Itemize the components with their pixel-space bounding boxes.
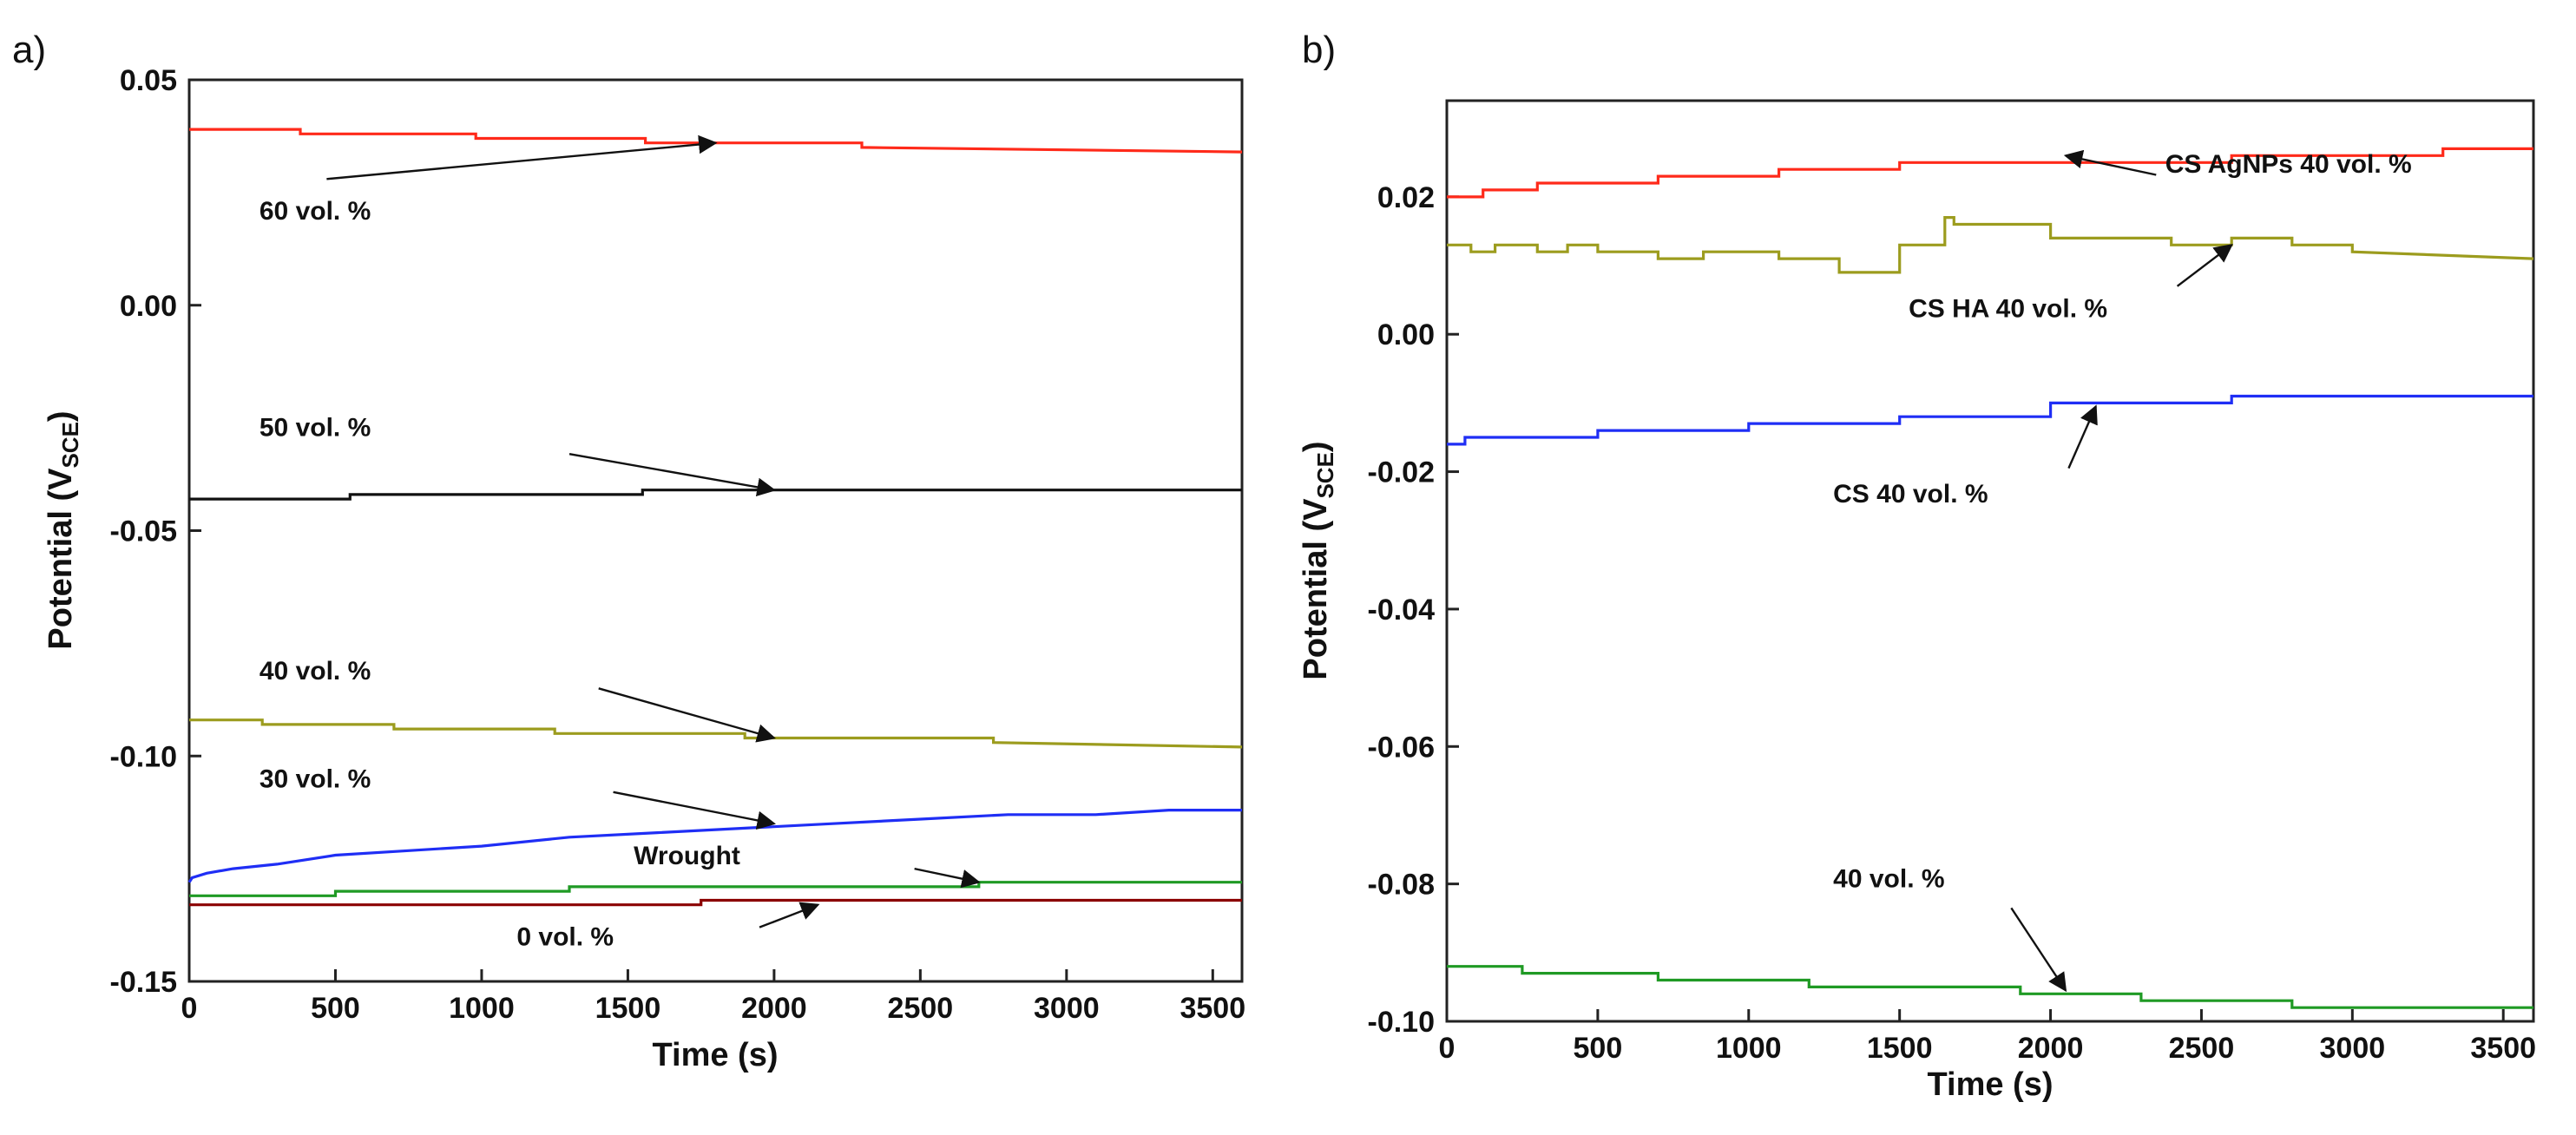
panel-b-y-tick-label: -0.10 [1368, 1006, 1436, 1039]
panel-b-x-tick-label: 500 [1574, 1032, 1623, 1065]
panel-a-annotation-arrow [568, 453, 777, 497]
panel-b-label: b) [1302, 29, 1336, 71]
panel-a-x-tick-label: 3000 [1034, 992, 1100, 1025]
panel-b-y-axis-title: Potential (VSCE) [1298, 441, 1338, 679]
panel-a-annotation-label: 40 vol. % [260, 657, 371, 686]
panel-b-y-tick-label: 0.00 [1377, 318, 1435, 351]
panel-b-plot-frame [1445, 99, 2535, 1023]
panel-a-x-axis-title: Time (s) [652, 1037, 778, 1073]
panel-a-annotation-arrow [598, 687, 776, 743]
panel-b-x-tick-label: 1000 [1716, 1032, 1782, 1065]
panel-b-annotation-arrow [2176, 243, 2233, 287]
panel-a-x-tick-label: 2000 [741, 992, 807, 1025]
panel-b-x-tick-label: 0 [1439, 1032, 1456, 1065]
panel-a-y-tick-label: -0.05 [110, 515, 178, 548]
panel-a: a) Time (s) Potential (VSCE) 0 500 1000 150… [12, 29, 1245, 1073]
panel-b-y-tick-label: -0.02 [1368, 456, 1436, 489]
panel-a-annotation-label: Wrought [634, 842, 740, 870]
panel-b-x-tick-label: 1500 [1867, 1032, 1933, 1065]
panel-a-annotation-arrow [759, 902, 820, 928]
panel-a-annotation-label: 0 vol. % [516, 922, 614, 951]
panel-a-annotation-arrow [326, 134, 718, 180]
panel-a-series-40-vol [189, 718, 1243, 749]
panel-a-series-30-vol [187, 808, 1242, 883]
panel-b-annotation-label: CS 40 vol. % [1833, 480, 1988, 508]
panel-a-y-tick-label: 0.05 [120, 64, 177, 97]
panel-b-annotation-arrow [2010, 907, 2067, 993]
panel-b-y-tick-label: -0.04 [1368, 594, 1436, 627]
panel-a-x-tick-label: 3500 [1180, 992, 1245, 1025]
panel-b-x-tick-label: 3500 [2470, 1032, 2536, 1065]
panel-a-annotation-label: 30 vol. % [260, 765, 371, 794]
panel-b-annotation-arrow [2063, 149, 2157, 176]
panel-a-x-tick-label: 500 [311, 992, 360, 1025]
panel-b: b) Time (s) Potential (VSCE) 0 500 1000 150… [1298, 29, 2536, 1103]
panel-b-series-cs-40-vol [1447, 394, 2533, 446]
panel-b-x-tick-label: 2500 [2169, 1032, 2235, 1065]
panel-a-y-tick-label: -0.15 [110, 966, 178, 999]
panel-b-series-cs-agnps-40-vol [1447, 147, 2533, 199]
panel-a-annotation-arrow [914, 867, 981, 889]
panel-b-annotation-label: 40 vol. % [1833, 865, 1944, 894]
panel-a-y-tick-label: -0.10 [110, 740, 178, 773]
panel-a-y-tick-label: 0.00 [120, 290, 177, 323]
panel-b-y-tick-label: -0.06 [1368, 731, 1436, 764]
panel-a-series-0-vol [189, 898, 1242, 907]
panel-b-y-tick-label: 0.02 [1377, 181, 1435, 214]
panel-b-series-cs-ha-40-vol [1447, 216, 2534, 274]
panel-b-x-tick-label: 2000 [2018, 1032, 2084, 1065]
panel-a-series-60-vol [189, 128, 1243, 154]
panel-a-x-tick-label: 1500 [595, 992, 661, 1025]
panel-b-y-tick-label: -0.08 [1368, 869, 1436, 902]
panel-a-series-50-vol [189, 489, 1242, 501]
panel-b-annotation-label: CS AgNPs 40 vol. % [2165, 150, 2412, 179]
panel-b-x-tick-label: 3000 [2320, 1032, 2386, 1065]
panel-b-series-40-vol [1447, 965, 2533, 1009]
panel-b-annotation-arrow [2067, 404, 2098, 469]
panel-a-x-tick-label: 2500 [888, 992, 954, 1025]
panel-b-annotation-label: CS HA 40 vol. % [1909, 294, 2107, 323]
panel-a-series-wrought [189, 881, 1242, 897]
panel-a-y-axis-title: Potential (VSCE) [43, 410, 83, 649]
panel-a-label: a) [12, 29, 46, 71]
panel-a-x-tick-label: 1000 [449, 992, 515, 1025]
panel-a-annotation-label: 60 vol. % [260, 197, 371, 226]
panel-a-annotation-label: 50 vol. % [260, 413, 371, 442]
panel-b-x-axis-title: Time (s) [1927, 1066, 2053, 1103]
panel-a-x-tick-label: 0 [181, 992, 198, 1025]
panel-a-annotation-arrow [613, 791, 777, 830]
